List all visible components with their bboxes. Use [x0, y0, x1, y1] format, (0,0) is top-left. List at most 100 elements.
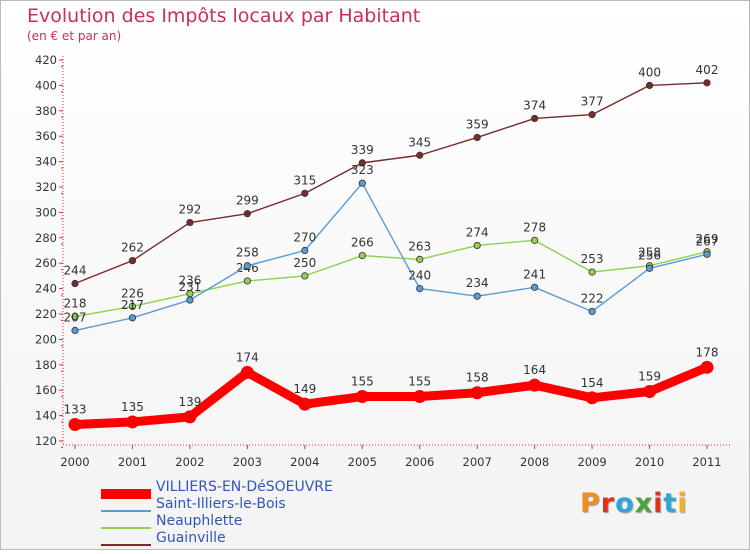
data-point — [703, 250, 711, 258]
data-label: 244 — [64, 264, 87, 278]
data-point — [358, 159, 366, 167]
data-label: 278 — [523, 220, 546, 234]
data-label: 207 — [64, 311, 87, 325]
x-tick-label: 2007 — [463, 455, 492, 469]
data-point — [183, 410, 197, 424]
data-label: 218 — [64, 297, 87, 311]
data-point — [700, 360, 714, 374]
data-point — [243, 210, 251, 218]
data-point — [531, 114, 539, 123]
legend-swatch — [101, 527, 151, 529]
data-point — [531, 236, 539, 244]
data-point — [413, 390, 427, 404]
x-tick-label: 2006 — [405, 455, 434, 469]
data-point — [128, 302, 137, 310]
chart-subtitle: (en € et par an) — [27, 29, 122, 43]
data-label: 154 — [581, 376, 604, 390]
x-tick-label: 2009 — [577, 455, 606, 469]
y-tick-label: 120 — [35, 434, 57, 448]
data-label: 263 — [408, 239, 431, 253]
x-tick-label: 2003 — [233, 455, 262, 469]
legend-swatch — [101, 510, 151, 512]
data-label: 135 — [121, 400, 144, 414]
data-point — [358, 251, 366, 260]
proxiti-logo: Proxiti — [580, 488, 688, 519]
data-label: 178 — [696, 345, 719, 359]
y-tick-label: 200 — [35, 332, 57, 346]
data-point — [186, 218, 194, 227]
data-label: 359 — [466, 117, 489, 131]
data-label: 374 — [523, 98, 546, 112]
legend-label: Saint-Illiers-le-Bois — [156, 496, 286, 512]
data-point — [470, 386, 484, 400]
data-label: 240 — [408, 269, 431, 283]
data-point — [416, 255, 424, 263]
data-point — [645, 264, 654, 272]
data-point — [645, 81, 654, 90]
y-tick-label: 160 — [35, 383, 57, 397]
data-label: 266 — [351, 236, 374, 250]
series-line — [74, 239, 708, 318]
logo-letter: i — [653, 488, 664, 519]
data-label: 226 — [121, 286, 144, 300]
y-tick-label: 340 — [35, 155, 57, 169]
data-label: 400 — [638, 65, 661, 79]
data-point — [473, 292, 481, 300]
data-label: 217 — [121, 298, 144, 312]
data-point — [71, 312, 79, 321]
data-label: 377 — [581, 95, 604, 109]
y-tick-label: 400 — [35, 78, 57, 92]
logo-letter: x — [634, 488, 654, 519]
data-label: 139 — [178, 395, 201, 409]
x-tick-label: 2000 — [60, 455, 89, 469]
y-tick-label: 300 — [35, 205, 57, 219]
x-tick-label: 2002 — [175, 455, 204, 469]
data-label: 149 — [293, 382, 316, 396]
data-label: 234 — [466, 276, 489, 290]
logo-letter: P — [580, 488, 601, 519]
y-tick-label: 320 — [35, 180, 57, 194]
data-point — [355, 390, 369, 404]
data-label: 133 — [64, 402, 87, 416]
x-tick-label: 2001 — [118, 455, 147, 469]
data-point — [588, 307, 596, 316]
legend-label: Guainville — [156, 530, 226, 546]
series-line — [70, 362, 712, 429]
data-label: 158 — [466, 371, 489, 385]
data-label: 241 — [523, 267, 546, 281]
data-point — [416, 284, 424, 293]
data-point — [301, 189, 309, 197]
logo-letter: i — [677, 488, 688, 519]
data-point — [71, 279, 79, 288]
data-label: 258 — [638, 246, 661, 260]
legend-swatch — [101, 544, 151, 546]
data-point — [298, 397, 312, 411]
logo-letter: o — [615, 488, 635, 519]
data-label: 174 — [236, 350, 259, 364]
y-tick-label: 180 — [35, 358, 57, 372]
data-point — [301, 246, 309, 255]
data-point — [71, 326, 79, 335]
data-label: 159 — [638, 369, 661, 383]
legend-swatch — [101, 489, 151, 499]
y-tick-label: 280 — [35, 231, 57, 245]
y-tick-label: 240 — [35, 282, 57, 296]
y-tick-label: 420 — [35, 53, 57, 67]
data-point — [301, 272, 309, 280]
legend-label: Neauphlette — [156, 513, 243, 529]
data-label: 345 — [408, 135, 431, 149]
logo-letter: r — [600, 488, 616, 519]
data-label: 222 — [581, 291, 604, 305]
y-tick-label: 380 — [35, 104, 57, 118]
data-point — [243, 262, 251, 270]
data-label: 402 — [696, 63, 719, 77]
data-point — [186, 296, 194, 304]
data-label: 231 — [178, 280, 201, 294]
x-tick-label: 2008 — [520, 455, 549, 469]
data-point — [643, 384, 657, 398]
data-point — [703, 79, 711, 87]
data-point — [585, 391, 599, 405]
data-point — [128, 314, 137, 322]
